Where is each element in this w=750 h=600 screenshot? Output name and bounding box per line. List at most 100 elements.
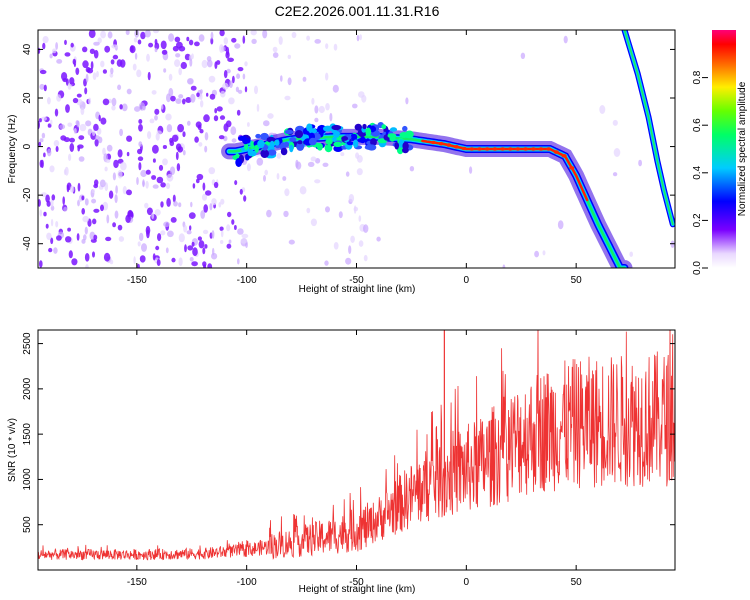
spectrogram-noise-blob — [284, 188, 290, 197]
spectrogram-noise-blob — [126, 88, 132, 95]
spectrogram-noise-blob — [358, 215, 362, 222]
spectrogram-noise-blob — [237, 67, 244, 72]
figure-title: C2E2.2026.001.11.31.R16 — [275, 3, 440, 19]
spectrogram-noise-blob — [198, 240, 205, 249]
spectrogram-noise-blob — [350, 235, 355, 243]
spectrogram-noise-blob — [276, 173, 280, 180]
snr-x-ticks: -150 -100 -50 0 50 — [127, 330, 582, 588]
spectrogram-noise-blob — [161, 104, 164, 110]
spectrogram-noise-blob — [190, 85, 197, 91]
spectrogram-noise-blob — [119, 128, 123, 137]
spectrogram-noise-blob — [172, 45, 179, 52]
spectrogram-noise-blob — [175, 98, 182, 104]
spectrogram-noise-blob — [64, 52, 71, 57]
ridge-blob — [389, 135, 396, 142]
spectrogram-noise-blob — [613, 148, 621, 157]
spectrogram-noise-blob — [186, 230, 192, 235]
spectrogram-noise-blob — [168, 87, 174, 97]
spectrogram-noise-blob — [239, 188, 243, 195]
spectrogram-ytick-label: 0 — [22, 143, 33, 149]
spectrogram-noise-blob — [105, 236, 112, 242]
colorbar-tick-label: 0.2 — [692, 213, 703, 227]
spectrogram-noise-blob — [314, 105, 319, 114]
spectrogram-noise-blob — [72, 97, 79, 104]
spectrogram-noise-blob — [68, 153, 72, 161]
spectrogram-noise-blob — [278, 36, 283, 45]
spectrogram-noise-blob — [152, 253, 156, 261]
spectrogram-noise-blob — [311, 97, 315, 105]
spectrogram-noise-blob — [137, 156, 144, 161]
snr-trace — [38, 330, 675, 561]
ridge-blob — [357, 138, 367, 143]
spectrogram-noise-blob — [178, 67, 182, 76]
spectrogram-noise-blob — [284, 95, 291, 101]
snr-panel: -150 -100 -50 0 50 500 1000 1500 2000 2500 Heigh… — [7, 329, 676, 595]
spectrogram-noise-blob — [82, 46, 88, 53]
spectrogram-noise-blob — [165, 182, 171, 189]
spectrogram-noise-blob — [333, 43, 338, 51]
spectrogram-noise-blob — [219, 115, 226, 120]
spectrogram-noise-blob — [89, 48, 95, 54]
spectrogram-noise-blob — [42, 42, 46, 50]
spectrogram-noise-blob — [78, 135, 85, 141]
spectrogram-noise-blob — [108, 190, 114, 199]
ridge-blob — [399, 132, 409, 138]
colorbar-tick-label: 0.6 — [692, 118, 703, 132]
ridge-blob — [394, 142, 400, 150]
spectrogram-noise-blob — [177, 124, 185, 133]
ridge-blob — [325, 138, 333, 145]
spectrogram-noise-blob — [85, 264, 89, 268]
spectrogram-noise-blob — [51, 194, 56, 201]
spectrogram-noise-blob — [272, 52, 279, 58]
spectrogram-noise-blob — [102, 147, 106, 156]
ridge-blob — [326, 143, 332, 153]
spectrogram-noise-blob — [202, 247, 206, 255]
spectrogram-noise-blob — [109, 259, 114, 265]
ridge-peak-dot — [561, 154, 567, 158]
spectrogram-noise-blob — [146, 229, 150, 239]
spectrogram-noise-blob — [43, 211, 47, 217]
spectrogram-noise-blob — [201, 59, 208, 69]
spectrogram-noise-blob — [199, 93, 203, 101]
spectrogram-noise-blob — [329, 112, 333, 122]
spectrogram-noise-blob — [151, 90, 157, 95]
spectrogram-noise-blob — [256, 103, 260, 112]
spectrogram-noise-blob — [38, 141, 42, 147]
spectrogram-noise-blob — [137, 263, 140, 268]
ridge-peak-dot — [430, 140, 436, 145]
spectrogram-noise-blob — [100, 204, 104, 212]
spectrogram-noise-blob — [184, 244, 187, 253]
spectrogram-noise-blob — [242, 35, 246, 44]
spectrogram-noise-blob — [264, 169, 269, 176]
spectrogram-noise-blob — [49, 53, 53, 59]
spectrogram-noise-blob — [136, 69, 142, 78]
spectrogram-noise-blob — [237, 258, 240, 265]
spectrogram-noise-blob — [352, 103, 358, 109]
ridge-blob — [297, 140, 303, 145]
spectrogram-noise-blob — [325, 72, 329, 81]
spectrogram-noise-blob — [76, 233, 80, 241]
spectrogram-noise-blob — [92, 130, 96, 136]
spectrogram-noise-blob — [363, 254, 368, 262]
spectrogram-noise-blob — [208, 167, 216, 175]
ridge-blob — [333, 131, 340, 136]
ridge-blob — [365, 127, 372, 137]
ridge-blob — [331, 124, 342, 131]
spectrogram-noise-blob — [43, 152, 46, 158]
spectrogram-noise-blob — [146, 207, 153, 216]
spectrogram-noise-blob — [93, 183, 99, 189]
spectrogram-noise-blob — [359, 34, 362, 41]
spectrogram-noise-blob — [45, 223, 49, 229]
spectrogram-noise-blob — [71, 258, 78, 266]
spectrogram-noise-blob — [84, 226, 88, 235]
spectrogram-noise-blob — [130, 45, 134, 53]
spectrogram-noise-blob — [176, 163, 181, 172]
spectrogram-noise-blob — [38, 199, 41, 207]
spectrogram-noise-blob — [240, 238, 248, 244]
spectrogram-noise-blob — [322, 162, 329, 167]
spectrogram-ylabel: Frequency (Hz) — [7, 115, 18, 184]
spectrogram-noise-blob — [187, 245, 194, 251]
spectrogram-noise-blob — [138, 162, 142, 171]
spectrogram-noise-blob — [196, 92, 200, 98]
spectrogram-noise-blob — [191, 241, 195, 247]
